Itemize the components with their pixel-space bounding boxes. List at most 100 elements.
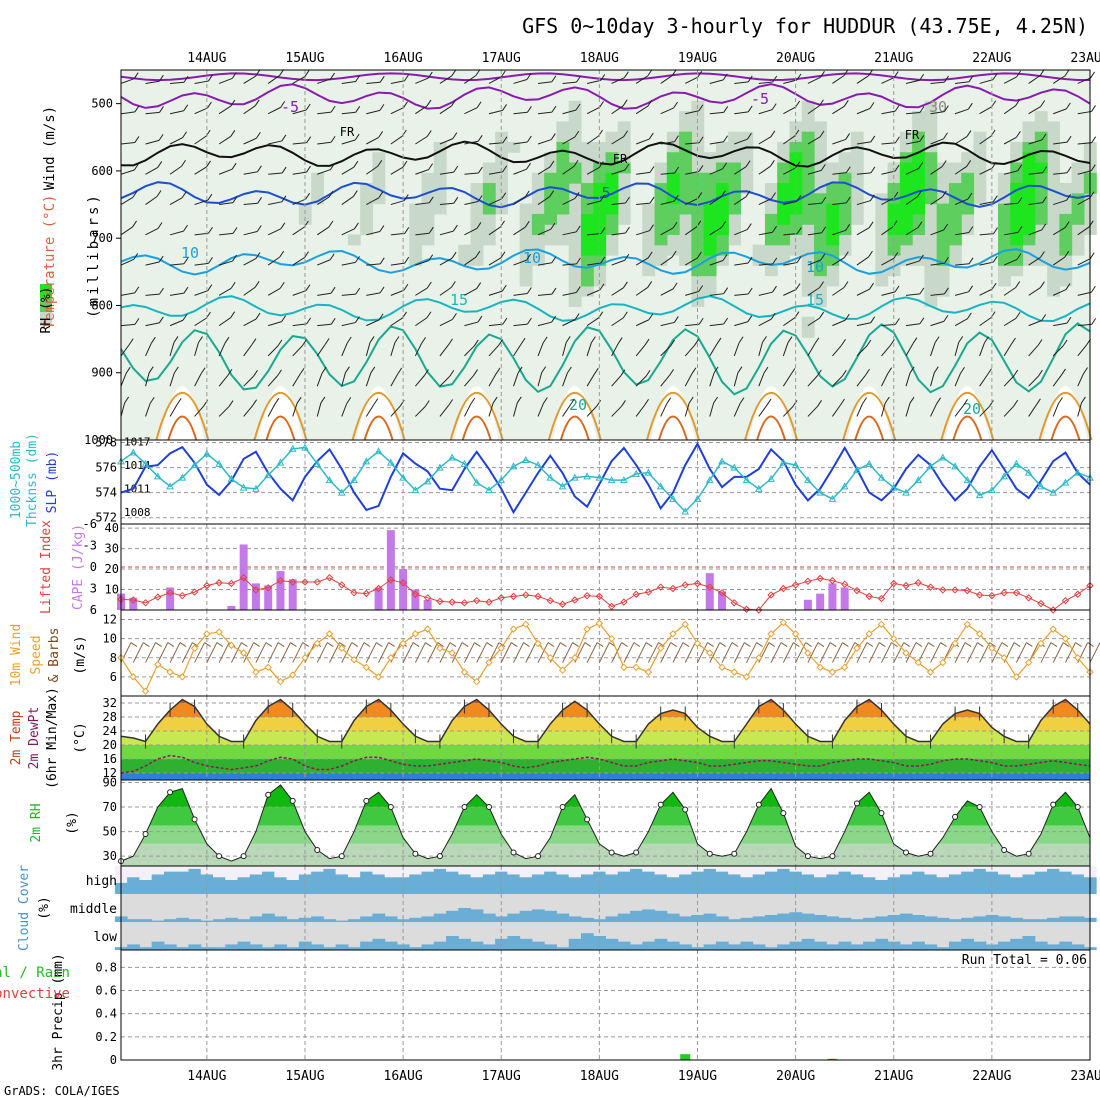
wind-barb-flag xyxy=(884,396,890,404)
surface-wind-barb-flag xyxy=(474,642,481,647)
rh-band-70 xyxy=(924,162,938,174)
wind-barb-flag xyxy=(644,398,649,406)
wind-barb xyxy=(537,262,552,266)
rh-point xyxy=(608,849,615,856)
li-point xyxy=(350,589,358,597)
wind-barb xyxy=(905,372,911,387)
cloud-bar xyxy=(433,868,447,894)
cloud-bar xyxy=(458,938,472,950)
cloud-bar xyxy=(605,916,619,922)
wind-speed-point xyxy=(252,668,260,676)
cloud-bar xyxy=(703,868,717,894)
rh-band-70 xyxy=(728,162,742,174)
wind-barb xyxy=(120,258,134,266)
wind-barb-flag xyxy=(500,251,506,259)
wind-barb xyxy=(316,196,330,205)
wind-barb xyxy=(611,202,626,206)
rh-band-40 xyxy=(642,255,656,266)
wind-barb xyxy=(856,108,871,115)
rh-band-90 xyxy=(605,183,619,194)
rh-band-40 xyxy=(531,255,545,266)
wind-barb xyxy=(586,342,592,357)
wind-barb-flag xyxy=(379,104,385,111)
wind-barb xyxy=(807,375,818,387)
li-point xyxy=(988,591,996,600)
rh-band-40 xyxy=(568,203,582,215)
precip-label: 3hr Precip (mm) xyxy=(51,953,66,1070)
rh-band-40 xyxy=(679,255,692,266)
li-tick-label: 3 xyxy=(90,582,97,596)
li-point xyxy=(546,596,555,605)
wind-barb xyxy=(562,342,567,357)
thickness-point xyxy=(190,461,199,469)
wind-barb xyxy=(390,405,401,417)
pressure-tick-label: 800 xyxy=(91,298,113,312)
rh-band-90 xyxy=(887,203,901,215)
rh-band-40 xyxy=(666,141,680,153)
rh-band-40 xyxy=(814,162,827,174)
wind-barb xyxy=(1053,199,1067,206)
wind-speed-point xyxy=(963,620,972,629)
rh-band-70 xyxy=(1071,203,1085,215)
wind-barb xyxy=(734,138,748,145)
rh-band-40 xyxy=(948,172,962,184)
wind-speed-point xyxy=(387,654,395,662)
cloud-gap xyxy=(556,866,570,875)
wind-barb xyxy=(488,109,503,115)
wind-barb xyxy=(415,287,428,296)
wind-barb xyxy=(317,78,331,84)
cloud-bar xyxy=(531,941,545,950)
wind-barb xyxy=(317,259,331,266)
wind-barb xyxy=(464,256,477,266)
pressure-tick-label: 1000 xyxy=(84,433,113,447)
wind-barb xyxy=(930,293,945,296)
cloud-bar xyxy=(311,944,324,950)
rh-point xyxy=(461,804,468,811)
lifted-index-label: Lifted Index xyxy=(39,520,54,614)
cloud-bar xyxy=(151,874,165,894)
rh-band-90 xyxy=(580,213,594,225)
surface-wind-barb xyxy=(905,642,917,663)
wind-barb xyxy=(243,405,253,417)
wind-barb xyxy=(292,403,298,417)
thickness-point xyxy=(521,456,530,464)
warm-isotherm xyxy=(351,392,406,441)
wind-barb xyxy=(758,136,772,145)
surface-wind-barb-flag xyxy=(989,642,996,647)
wind-speed-point xyxy=(890,634,898,643)
cape-li-labels: Lifted Index CAPE (J/kg) xyxy=(39,520,86,614)
rh-band-90 xyxy=(580,234,594,246)
cloud-bar xyxy=(286,947,300,950)
wind-barb-flag xyxy=(841,339,846,346)
pressure-tick-label: 700 xyxy=(91,231,113,245)
rh-band-70 xyxy=(691,244,705,256)
surface-wind-barb-flag xyxy=(241,642,248,647)
wind-barb-flag xyxy=(966,312,972,320)
wind-barb xyxy=(709,402,715,417)
surface-wind-barb xyxy=(586,642,598,663)
rh-band-40 xyxy=(1047,121,1060,133)
wind-barb xyxy=(170,263,185,266)
wind-barb-flag xyxy=(230,281,236,289)
wind-barb-flag xyxy=(763,366,769,374)
wind-barb xyxy=(611,169,626,175)
wind-barb xyxy=(439,375,451,387)
rh-band-70 xyxy=(912,213,926,225)
wind-barb-flag xyxy=(403,283,409,291)
wind-speed-point xyxy=(558,666,567,674)
thickness-point xyxy=(313,459,322,467)
wind-barb xyxy=(1077,344,1087,357)
rh-band-40 xyxy=(433,193,447,205)
rh-band-70 xyxy=(948,183,962,194)
rh-band-90 xyxy=(777,203,791,215)
wind-barb xyxy=(586,167,600,175)
rh-band-40 xyxy=(728,213,742,225)
wind-barb-flag xyxy=(772,75,778,83)
wind-barb-flag xyxy=(451,251,457,259)
li-point xyxy=(399,579,407,587)
rh-point xyxy=(1025,850,1032,857)
rh-band-70 xyxy=(826,255,840,266)
li-point xyxy=(436,597,444,606)
wind-barb-flag xyxy=(208,257,213,264)
cloud-gap xyxy=(470,866,484,878)
